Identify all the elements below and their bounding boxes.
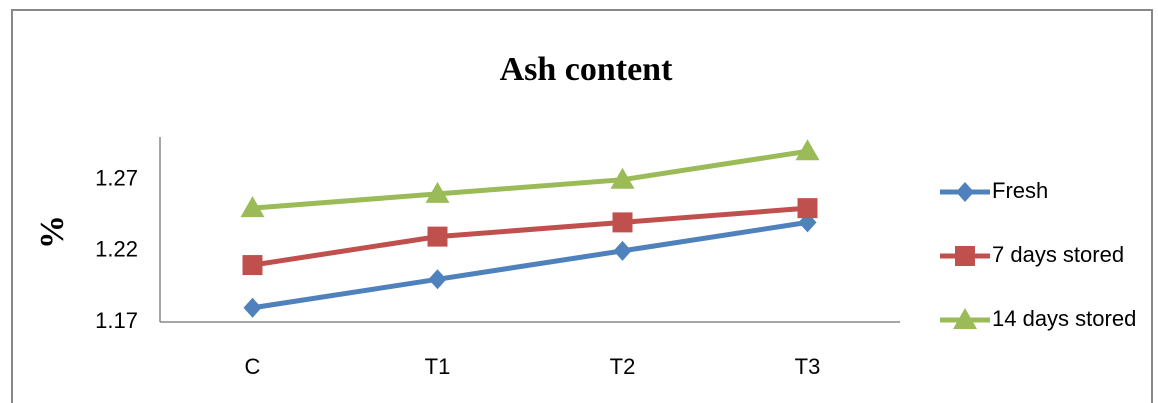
x-tick-label: T2 — [610, 354, 636, 379]
x-tick-label: C — [245, 354, 261, 379]
data-point — [795, 139, 820, 161]
series-line — [252, 205, 808, 268]
legend-marker — [955, 246, 975, 266]
legend-marker — [953, 308, 977, 329]
legend-marker — [956, 182, 974, 202]
data-point — [610, 167, 635, 189]
y-tick-label: 1.17 — [95, 308, 138, 333]
data-point — [612, 212, 633, 233]
y-tick-label: 1.22 — [95, 237, 138, 262]
legend-label: 14 days stored — [992, 306, 1136, 331]
series-line — [252, 219, 808, 311]
series-line — [252, 148, 808, 211]
data-point — [243, 297, 262, 318]
data-point — [428, 269, 447, 290]
chart-title: Ash content — [500, 51, 674, 88]
data-point — [425, 181, 450, 203]
y-tick-label: 1.27 — [95, 166, 138, 191]
data-point — [427, 226, 448, 247]
x-tick-label: T3 — [795, 354, 821, 379]
legend-label: 7 days stored — [992, 242, 1124, 267]
x-tick-label: T1 — [425, 354, 451, 379]
data-point — [613, 240, 632, 261]
data-point — [240, 196, 265, 218]
data-point — [242, 255, 263, 276]
chart-frame — [11, 9, 1153, 403]
y-axis-label: % — [34, 215, 71, 249]
legend-label: Fresh — [992, 178, 1048, 203]
data-point — [797, 198, 818, 219]
